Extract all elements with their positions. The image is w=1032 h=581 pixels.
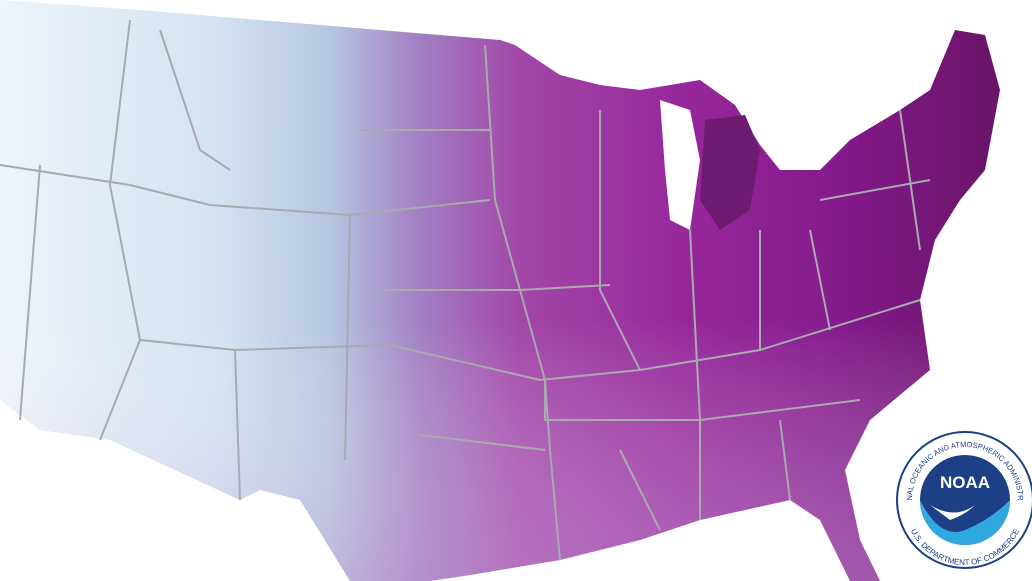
logo-wave	[920, 500, 1010, 545]
state-borders	[0, 19, 931, 561]
logo-bird	[930, 505, 975, 520]
logo-acronym: NOAA	[940, 473, 990, 492]
